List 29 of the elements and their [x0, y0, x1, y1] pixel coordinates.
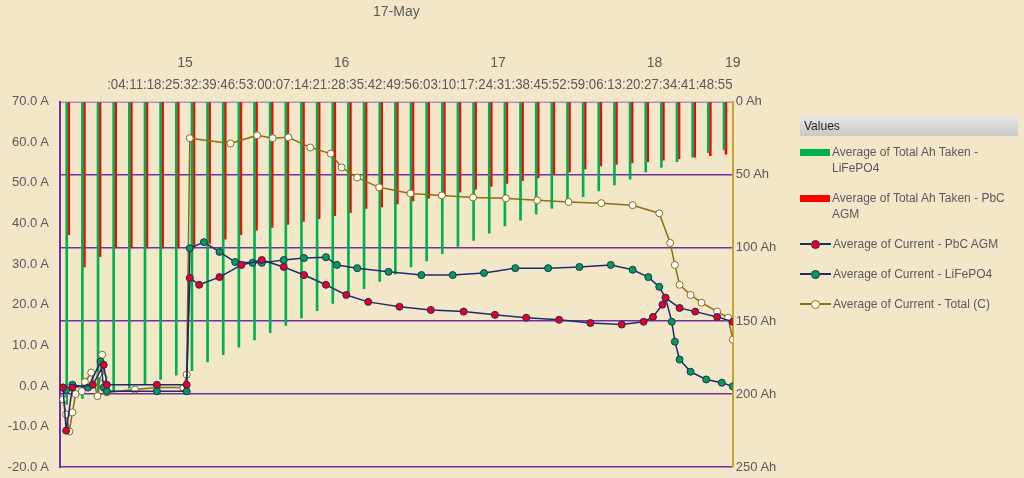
- y2-tick-label: 250 Ah: [735, 458, 777, 474]
- y-tick-label: -10.0 A: [7, 418, 50, 434]
- x-tick-label: 17: [490, 54, 507, 71]
- legend-title: Values: [800, 116, 1018, 136]
- x-tick-label: 19: [725, 54, 741, 71]
- y2-tick-label: 50 Ah: [735, 166, 770, 182]
- y-tick-label: 0.0 A: [19, 377, 50, 393]
- y2-tick-label: 100 Ah: [735, 239, 777, 255]
- y-tick-label: 50.0 A: [12, 174, 50, 190]
- y-tick-label: 20.0 A: [12, 296, 50, 312]
- x-tick-label: 16: [333, 54, 350, 71]
- y2-tick-label: 0 Ah: [735, 93, 762, 109]
- legend-label: Average of Total Ah Taken - PbC AGM: [832, 190, 1006, 222]
- y-tick-label: 30.0 A: [12, 255, 50, 271]
- y2-tick-label: 150 Ah: [735, 312, 777, 328]
- y-tick-label: 10.0 A: [12, 336, 50, 352]
- x-tick-label: 18: [646, 54, 663, 71]
- y-tick-label: -20.0 A: [7, 458, 50, 474]
- y-tick-label: 60.0 A: [12, 133, 50, 149]
- x-axis-title: 17-May: [373, 3, 420, 20]
- legend-label: Average of Current - LiFePO4: [833, 266, 994, 282]
- x-tick-label: 15: [177, 54, 194, 71]
- y-tick-label: 70.0 A: [12, 93, 50, 109]
- text: :04:11:18:25:32:39:46:53:00:07:14:21:28:35:42:49:56:03:10:17:24:31:38:45:52:59:06:13:20:27:34:41:48:55: [107, 77, 733, 93]
- legend-label: Average of Current - Total (C): [833, 296, 991, 312]
- y2-tick-label: 200 Ah: [735, 385, 777, 401]
- y-tick-label: 40.0 A: [12, 215, 50, 231]
- legend-label: Average of Total Ah Taken - LiFePO4: [832, 144, 980, 176]
- legend-label: Average of Current - PbC AGM: [833, 236, 1000, 252]
